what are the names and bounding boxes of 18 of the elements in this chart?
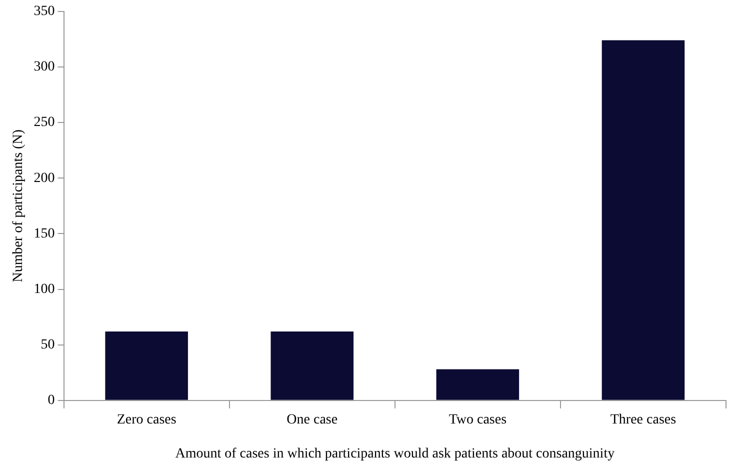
- x-tick-label: Two cases: [448, 412, 507, 428]
- y-tick-label: 200: [34, 170, 55, 186]
- y-tick-label: 250: [34, 115, 55, 130]
- bar: [105, 331, 188, 400]
- y-axis-title: Number of participants (N): [11, 129, 26, 282]
- y-tick-label: 150: [34, 226, 55, 242]
- bar: [270, 331, 354, 400]
- x-tick-label: One case: [286, 412, 338, 428]
- x-tick-label: Three cases: [610, 412, 676, 428]
- bar: [436, 369, 520, 400]
- x-tick-label: Zero cases: [116, 412, 176, 428]
- y-tick-label: 50: [40, 338, 55, 352]
- y-tick-label: 300: [34, 60, 55, 75]
- y-tick-label: 0: [48, 393, 55, 408]
- y-tick-label: 100: [34, 282, 55, 297]
- y-tick-label: 350: [34, 4, 55, 20]
- x-axis-title: Amount of cases in which participants would ask patients about consanguinity: [175, 446, 615, 462]
- bar: [602, 40, 685, 400]
